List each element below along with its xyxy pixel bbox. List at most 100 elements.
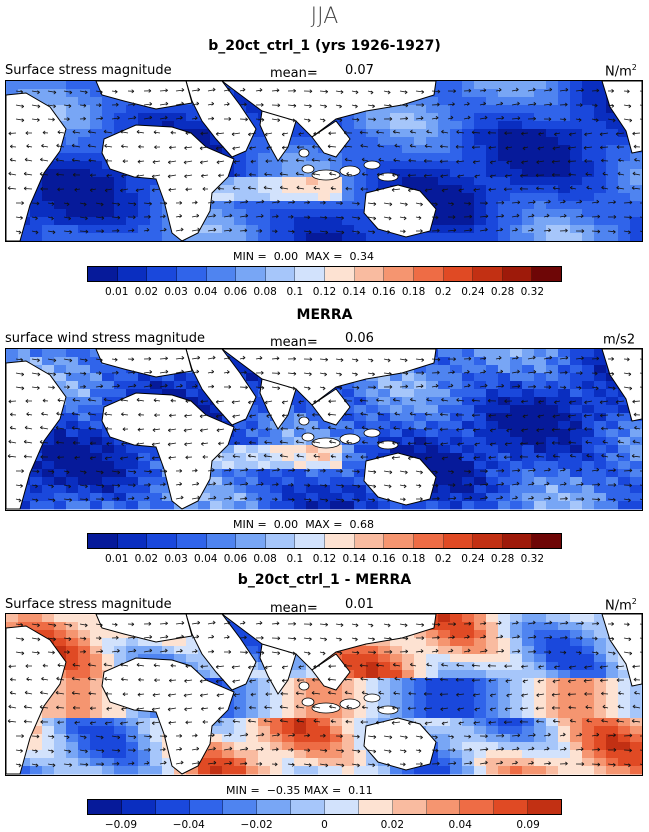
- colorbar-tick-label: 0.06: [223, 553, 248, 565]
- colorbar-ticks-obs: 0.01 0.02 0.03 0.04 0.06 0.08 0.1 0.12 0.14 0.16 0…: [87, 553, 562, 567]
- colorbar-ticks-model: 0.01 0.02 0.03 0.04 0.06 0.08 0.1 0.12 0.14 0.16 0…: [87, 286, 562, 300]
- colorbar-tick-label: 0.12: [312, 286, 337, 298]
- colorbar-swatch: [155, 800, 190, 814]
- stats-model: MIN = 0.00 MAX = 0.34: [233, 250, 374, 263]
- colorbar-model: [87, 266, 562, 282]
- map-obs-svg: [6, 349, 642, 510]
- map-diff: [5, 613, 643, 776]
- colorbar-swatch: [223, 800, 258, 814]
- colorbar-swatch: [528, 800, 562, 814]
- colorbar-swatch: [532, 267, 561, 281]
- colorbar-tick-label: −0.02: [240, 819, 273, 831]
- colorbar-diff: [87, 799, 562, 815]
- colorbar-tick-label: 0.16: [372, 553, 396, 565]
- colorbar-tick-label: 0.06: [223, 286, 248, 298]
- colorbar-tick-label: 0.1: [286, 286, 304, 298]
- colorbar-swatch: [189, 800, 224, 814]
- mean-label-model: mean=: [270, 66, 318, 81]
- colorbar-swatch: [88, 267, 118, 281]
- colorbar-tick-label: 0.24: [461, 286, 485, 298]
- colorbar-tick-label: −0.04: [172, 819, 205, 831]
- colorbar-tick-label: 0.2: [434, 286, 452, 298]
- stats-diff: MIN = −0.35 MAX = 0.11: [226, 784, 373, 797]
- colorbar-swatch: [384, 534, 414, 548]
- land-masses: [6, 81, 642, 241]
- colorbar-swatch: [117, 534, 148, 548]
- colorbar-swatch: [257, 800, 292, 814]
- colorbar-tick-label: 0.03: [164, 286, 188, 298]
- colorbar-tick-label: −0.09: [104, 819, 138, 831]
- colorbar-swatch: [413, 534, 444, 548]
- colorbar-tick-label: 0.08: [253, 286, 277, 298]
- colorbar-swatch: [460, 800, 495, 814]
- max-value-diff: 0.11: [348, 784, 373, 797]
- colorbar-tick-label: 0.04: [194, 286, 218, 298]
- colorbar-swatch: [236, 267, 266, 281]
- colorbar-swatch: [473, 267, 503, 281]
- mean-value-model: 0.07: [345, 63, 374, 78]
- mean-label-obs: mean=: [270, 335, 318, 350]
- colorbar-swatch: [291, 800, 326, 814]
- colorbar-swatch: [88, 800, 122, 814]
- colorbar-tick-label: 0.28: [490, 286, 515, 298]
- colorbar-swatch: [384, 267, 414, 281]
- colorbar-tick-label: 0.08: [253, 553, 277, 565]
- units-label-obs: m/s2: [603, 332, 636, 348]
- colorbar-swatch: [443, 267, 474, 281]
- colorbar-swatch: [176, 267, 207, 281]
- panel-title-obs: MERRA: [296, 307, 353, 323]
- colorbar-swatch: [236, 534, 266, 548]
- colorbar-swatch: [265, 534, 296, 548]
- panel-title-diff: b_20ct_ctrl_1 - MERRA: [237, 572, 412, 588]
- colorbar-swatch: [147, 267, 177, 281]
- mean-value-diff: 0.01: [345, 597, 374, 612]
- units-label-diff: N/m2: [605, 597, 637, 614]
- units-label-model: N/m2: [605, 63, 637, 80]
- land-masses: [6, 349, 642, 510]
- colorbar-tick-label: 0.28: [490, 553, 515, 565]
- colorbar-tick-label: 0.18: [401, 286, 426, 298]
- colorbar-swatch: [325, 800, 359, 814]
- colorbar-swatch: [176, 534, 207, 548]
- colorbar-tick-label: 0.1: [286, 553, 304, 565]
- colorbar-tick-label: 0.32: [520, 553, 545, 565]
- colorbar-tick-label: 0.01: [104, 553, 129, 565]
- colorbar-swatch: [121, 800, 156, 814]
- colorbar-tick-label: 0.02: [134, 286, 159, 298]
- colorbar-ticks-diff: −0.09 −0.04 −0.02 0 0.02 0.04 0.09: [87, 819, 562, 831]
- min-value-model: 0.00: [273, 250, 299, 263]
- colorbar-swatch: [295, 534, 325, 548]
- field-label-model: Surface stress magnitude: [5, 63, 172, 78]
- colorbar-tick-label: 0.16: [372, 286, 396, 298]
- colorbar-obs: [87, 533, 562, 549]
- map-model-svg: [6, 81, 642, 241]
- land-masses: [6, 614, 642, 775]
- colorbar-tick-label: 0.32: [520, 286, 545, 298]
- mean-label-diff: mean=: [270, 601, 318, 616]
- colorbar-tick-label: 0.18: [401, 553, 426, 565]
- colorbar-swatch: [295, 267, 325, 281]
- colorbar-tick-label: 0.04: [194, 553, 218, 565]
- colorbar-tick-label: 0.02: [134, 553, 159, 565]
- colorbar-swatch: [147, 534, 177, 548]
- max-value-model: 0.34: [349, 250, 374, 263]
- map-diff-svg: [6, 614, 642, 775]
- colorbar-tick-label: 0.09: [516, 819, 540, 831]
- colorbar-swatch: [358, 800, 393, 814]
- max-value-obs: 0.68: [349, 518, 374, 531]
- colorbar-swatch: [502, 534, 533, 548]
- panel-title-model: b_20ct_ctrl_1 (yrs 1926-1927): [208, 38, 441, 54]
- colorbar-swatch: [532, 534, 561, 548]
- colorbar-swatch: [426, 800, 461, 814]
- colorbar-swatch: [325, 534, 355, 548]
- colorbar-swatch: [206, 267, 237, 281]
- colorbar-tick-label: 0: [321, 819, 328, 831]
- stats-obs: MIN = 0.00 MAX = 0.68: [233, 518, 374, 531]
- colorbar-swatch: [117, 267, 148, 281]
- min-value-obs: 0.00: [273, 518, 299, 531]
- colorbar-tick-label: 0.24: [461, 553, 485, 565]
- colorbar-swatch: [354, 267, 385, 281]
- map-model: [5, 80, 643, 242]
- min-value-diff: −0.35: [266, 784, 301, 797]
- colorbar-swatch: [265, 267, 296, 281]
